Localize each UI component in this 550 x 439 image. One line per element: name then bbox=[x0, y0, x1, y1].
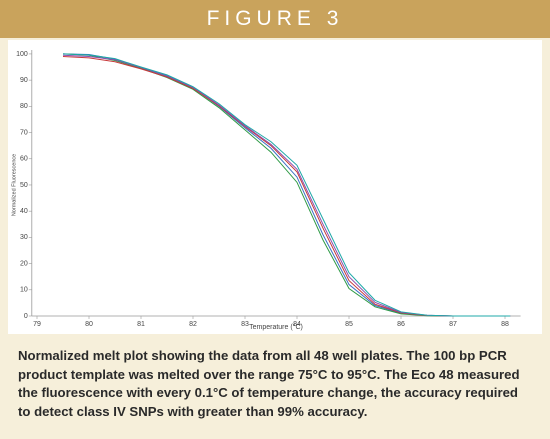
x-axis-label: Temperature (°C) bbox=[249, 323, 303, 331]
melt-curve bbox=[62, 54, 511, 317]
y-tick-label: 60 bbox=[20, 156, 28, 163]
y-tick-label: 90 bbox=[20, 77, 28, 84]
melt-curve bbox=[62, 53, 511, 317]
chart-panel bbox=[8, 40, 542, 334]
x-tick-label: 82 bbox=[189, 321, 197, 328]
chart: Temperature (°C) Normalized Fluorescence… bbox=[11, 50, 521, 331]
x-tick-label: 86 bbox=[397, 321, 405, 328]
x-tick-label: 79 bbox=[33, 321, 41, 328]
x-tick-label: 87 bbox=[449, 321, 457, 328]
caption: Normalized melt plot showing the data fr… bbox=[18, 348, 520, 419]
y-tick-label: 80 bbox=[20, 103, 28, 110]
y-tick-label: 70 bbox=[20, 129, 28, 136]
melt-curve bbox=[62, 53, 511, 317]
y-axis-label: Normalized Fluorescence bbox=[11, 154, 17, 216]
x-tick-label: 85 bbox=[345, 321, 353, 328]
x-tick-label: 88 bbox=[501, 321, 509, 328]
x-tick-label: 84 bbox=[293, 321, 301, 328]
x-tick-label: 80 bbox=[85, 321, 93, 328]
y-tick-label: 50 bbox=[20, 182, 28, 189]
y-tick-label: 40 bbox=[20, 208, 28, 215]
y-tick-label: 10 bbox=[20, 287, 28, 294]
y-tick-label: 30 bbox=[20, 234, 28, 241]
x-tick-label: 83 bbox=[241, 321, 249, 328]
melt-curve bbox=[62, 53, 511, 317]
y-tick-label: 0 bbox=[24, 313, 28, 320]
figure-title: FIGURE 3 bbox=[0, 0, 550, 38]
y-tick-label: 20 bbox=[20, 260, 28, 267]
y-tick-label: 100 bbox=[16, 51, 28, 58]
melt-curve bbox=[62, 56, 511, 317]
x-tick-label: 81 bbox=[137, 321, 145, 328]
